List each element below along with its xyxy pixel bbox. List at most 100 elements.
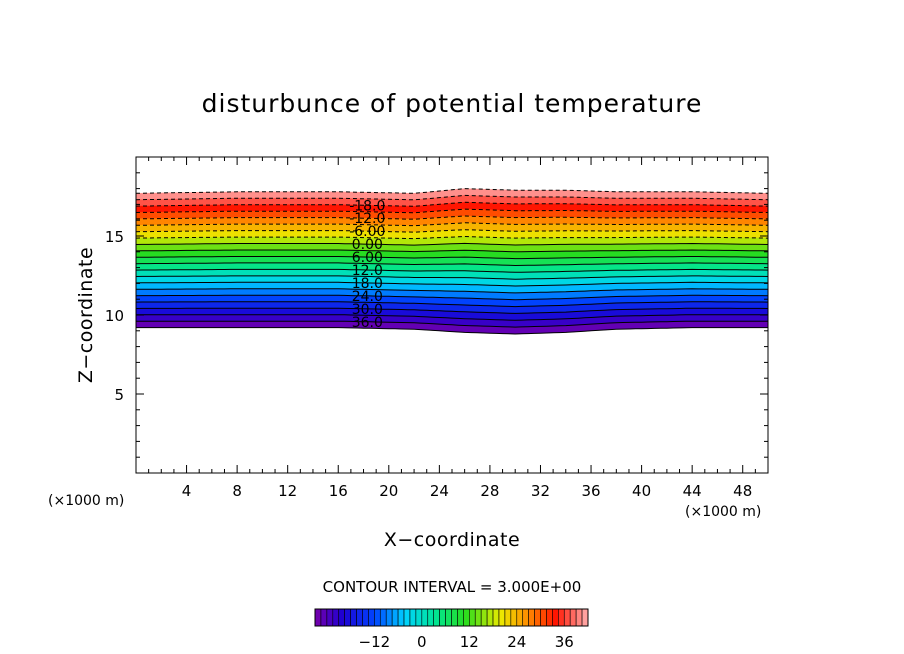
contour-label: 36.0 [352, 315, 383, 331]
colorbar-swatch [350, 608, 357, 627]
colorbar-frame [314, 608, 589, 627]
contour-line [135, 188, 769, 194]
colorbar-swatch [374, 608, 381, 627]
colorbar-swatch [522, 608, 529, 627]
colorbar-swatch [528, 608, 535, 627]
colorbar-swatch [433, 608, 440, 627]
x-axis-title: X−coordinate [384, 529, 520, 551]
contour-line [135, 281, 769, 287]
contour-label: 30.0 [352, 302, 383, 318]
colorbar-swatch [552, 608, 559, 627]
contour-line [135, 215, 769, 220]
contour-line [135, 268, 769, 273]
colorbar-swatch [385, 608, 393, 627]
colorbar-swatch [540, 608, 547, 627]
x-tick-label: 44 [683, 482, 702, 500]
colorbar-swatch [581, 608, 589, 627]
colorbar-tick-label: 12 [460, 633, 479, 651]
contour-lines [135, 188, 769, 335]
colorbar-swatch [492, 608, 500, 627]
colorbar-swatch [421, 608, 429, 627]
colorbar-swatch [457, 608, 464, 627]
colorbar-swatch [510, 608, 518, 627]
x-tick-label: 40 [632, 482, 651, 500]
colorbar-swatch [397, 608, 405, 627]
colorbar: −12 0 12 24 36 [314, 608, 589, 651]
x-tick-label: 4 [182, 482, 192, 500]
colorbar-swatch [516, 608, 524, 627]
x-tick-label: 48 [733, 482, 752, 500]
colorbar-swatch [558, 608, 565, 627]
contour-line [135, 294, 769, 301]
contour-line [135, 235, 769, 240]
x-tick-label: 8 [232, 482, 242, 500]
y-axis-title: Z−coordinate [75, 247, 97, 383]
x-tick-label: 28 [480, 482, 499, 500]
colorbar-swatch [362, 608, 369, 627]
colorbar-swatch [445, 608, 452, 627]
contour-label: 24.0 [352, 289, 383, 305]
colorbar-swatch [534, 608, 541, 627]
colorbar-swatch [332, 608, 340, 627]
contour-line [135, 229, 769, 233]
x-axis-unit-label: (×1000 m) [685, 504, 761, 520]
colorbar-swatch [415, 608, 423, 627]
colorbar-swatch [569, 608, 577, 627]
colorbar-swatch [391, 608, 399, 627]
y-tick-label: 5 [114, 386, 124, 404]
contour-line [136, 314, 768, 321]
colorbar-swatch [486, 608, 494, 627]
colorbar-swatch [403, 608, 411, 627]
contour-line [135, 275, 769, 280]
contour-label: -12.0 [349, 211, 385, 227]
chart-title: disturbunce of potential temperature [202, 89, 703, 118]
colorbar-swatch [469, 608, 476, 627]
colorbar-tick-label: −12 [359, 633, 391, 651]
contour-labels: -18.0-12.0-6.000.006.0012.018.024.030.03… [349, 198, 385, 331]
colorbar-swatch [427, 608, 434, 627]
colorbar-swatch [480, 608, 488, 627]
colorbar-swatch [451, 608, 458, 627]
contour-line [135, 208, 769, 214]
contour-line [135, 301, 769, 308]
colorbar-swatch [546, 608, 553, 627]
contour-label: -6.00 [349, 224, 385, 240]
colorbar-swatch [314, 608, 322, 627]
x-tick-label: 24 [430, 482, 449, 500]
colorbar-swatch [498, 608, 506, 627]
y-tick-label: 10 [105, 307, 124, 325]
contour-line [135, 307, 769, 314]
colorbar-swatch [344, 608, 351, 627]
x-tick-label: 36 [581, 482, 600, 500]
x-tick-label: 20 [379, 482, 398, 500]
contour-label: 6.00 [352, 250, 383, 266]
colorbar-tick-label: 0 [417, 633, 427, 651]
contour-line [135, 242, 769, 246]
colorbar-swatch [575, 608, 583, 627]
contour-line [136, 320, 768, 328]
colorbar-tick-label: 36 [555, 633, 574, 651]
x-tick-label: 32 [531, 482, 550, 500]
colorbar-swatch [320, 608, 328, 627]
contour-line [135, 201, 769, 207]
colorbar-swatch [504, 608, 512, 627]
contour-label: 12.0 [352, 263, 383, 279]
colorbar-swatch [409, 608, 417, 627]
contour-line [136, 327, 768, 335]
colorbar-swatch [379, 608, 387, 627]
y-axis-unit-label: (×1000 m) [48, 493, 124, 509]
colorbar-swatch [356, 608, 363, 627]
contour-interval-label: CONTOUR INTERVAL = 3.000E+00 [323, 578, 582, 596]
colorbar-swatch [439, 608, 446, 627]
colorbar-swatch [463, 608, 470, 627]
contour-label: 0.00 [352, 237, 383, 253]
colorbar-swatch [326, 608, 334, 627]
contour-line [135, 262, 769, 267]
contour-label: -18.0 [349, 198, 385, 214]
x-tick-label: 16 [329, 482, 348, 500]
contour-line [135, 256, 769, 260]
contour-line [135, 222, 769, 227]
contour-label: 18.0 [352, 276, 383, 292]
